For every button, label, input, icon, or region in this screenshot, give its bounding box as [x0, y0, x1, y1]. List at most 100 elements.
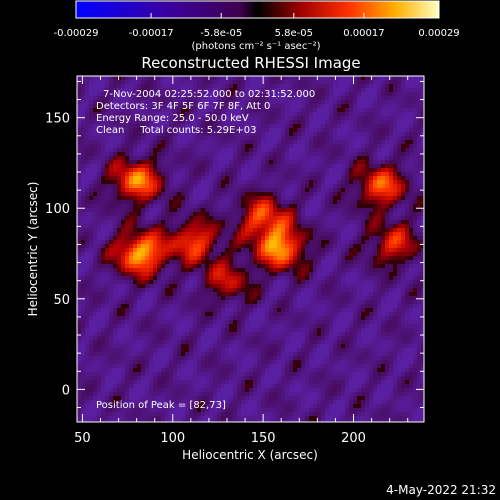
heatmap-cell — [265, 276, 269, 280]
heatmap-cell — [237, 244, 241, 248]
heatmap-cell — [197, 248, 201, 252]
heatmap-cell — [393, 244, 397, 248]
heatmap-cell — [309, 180, 313, 184]
heatmap-cell — [385, 84, 389, 88]
heatmap-cell — [197, 268, 201, 272]
heatmap-cell — [309, 280, 313, 284]
heatmap-cell — [225, 92, 229, 96]
heatmap-cell — [321, 152, 325, 156]
heatmap-cell — [313, 84, 317, 88]
heatmap-cell — [133, 92, 137, 96]
heatmap-cell — [221, 124, 225, 128]
heatmap-cell — [153, 92, 157, 96]
heatmap-cell — [137, 228, 141, 232]
heatmap-cell — [149, 196, 153, 200]
heatmap-cell — [149, 300, 153, 304]
heatmap-cell — [297, 220, 301, 224]
heatmap-cell — [269, 300, 273, 304]
heatmap-cell — [121, 228, 125, 232]
heatmap-cell — [365, 80, 369, 84]
heatmap-cell — [225, 256, 229, 260]
heatmap-cell — [229, 152, 233, 156]
heatmap-cell — [229, 252, 233, 256]
heatmap-cell — [381, 196, 385, 200]
heatmap-cell — [177, 180, 181, 184]
heatmap-cell — [197, 280, 201, 284]
heatmap-cell — [161, 156, 165, 160]
heatmap-cell — [225, 84, 229, 88]
heatmap-cell — [201, 112, 205, 116]
heatmap-cell — [405, 80, 409, 84]
heatmap-cell — [201, 276, 205, 280]
heatmap-cell — [305, 116, 309, 120]
heatmap-cell — [233, 296, 237, 300]
heatmap-cell — [121, 140, 125, 144]
heatmap-cell — [109, 160, 113, 164]
heatmap-cell — [93, 224, 97, 228]
heatmap-cell — [353, 284, 357, 288]
heatmap-cell — [185, 176, 189, 180]
heatmap-cell — [213, 244, 217, 248]
heatmap-cell — [329, 300, 333, 304]
heatmap-cell — [97, 264, 101, 268]
heatmap-cell — [357, 124, 361, 128]
heatmap-cell — [245, 248, 249, 252]
heatmap-cell — [377, 180, 381, 184]
heatmap-cell — [157, 204, 161, 208]
heatmap-cell — [245, 128, 249, 132]
heatmap-cell — [165, 288, 169, 292]
heatmap-cell — [237, 160, 241, 164]
heatmap-cell — [85, 244, 89, 248]
heatmap-cell — [349, 112, 353, 116]
heatmap-cell — [161, 252, 165, 256]
heatmap-cell — [293, 292, 297, 296]
heatmap-cell — [229, 164, 233, 168]
heatmap-cell — [105, 260, 109, 264]
heatmap-cell — [285, 84, 289, 88]
heatmap-cell — [129, 124, 133, 128]
heatmap-cell — [213, 232, 217, 236]
heatmap-cell — [177, 256, 181, 260]
heatmap-cell — [317, 288, 321, 292]
heatmap-cell — [89, 240, 93, 244]
heatmap-cell — [193, 252, 197, 256]
heatmap-cell — [281, 116, 285, 120]
heatmap-cell — [361, 280, 365, 284]
heatmap-cell — [417, 296, 421, 300]
heatmap-cell — [93, 136, 97, 140]
heatmap-cell — [233, 100, 237, 104]
heatmap-cell — [165, 164, 169, 168]
heatmap-cell — [145, 284, 149, 288]
heatmap-cell — [153, 168, 157, 172]
heatmap-cell — [141, 136, 145, 140]
heatmap-cell — [105, 268, 109, 272]
heatmap-cell — [361, 240, 365, 244]
heatmap-cell — [217, 148, 221, 152]
heatmap-cell — [369, 136, 373, 140]
heatmap-cell — [177, 236, 181, 240]
heatmap-cell — [269, 196, 273, 200]
heatmap-cell — [269, 108, 273, 112]
heatmap-cell — [237, 76, 241, 80]
heatmap-cell — [273, 168, 277, 172]
heatmap-cell — [93, 168, 97, 172]
heatmap-cell — [237, 212, 241, 216]
heatmap-cell — [245, 168, 249, 172]
heatmap-cell — [325, 268, 329, 272]
heatmap-cell — [197, 76, 201, 80]
heatmap-cell — [89, 140, 93, 144]
heatmap-cell — [297, 208, 301, 212]
heatmap-cell — [129, 152, 133, 156]
heatmap-cell — [325, 292, 329, 296]
heatmap-cell — [81, 84, 85, 88]
heatmap-cell — [193, 256, 197, 260]
heatmap-cell — [409, 156, 413, 160]
heatmap-cell — [253, 292, 257, 296]
heatmap-cell — [273, 152, 277, 156]
heatmap-cell — [193, 284, 197, 288]
heatmap-cell — [293, 212, 297, 216]
heatmap-cell — [353, 140, 357, 144]
heatmap-cell — [369, 200, 373, 204]
heatmap-cell — [133, 240, 137, 244]
heatmap-cell — [321, 140, 325, 144]
